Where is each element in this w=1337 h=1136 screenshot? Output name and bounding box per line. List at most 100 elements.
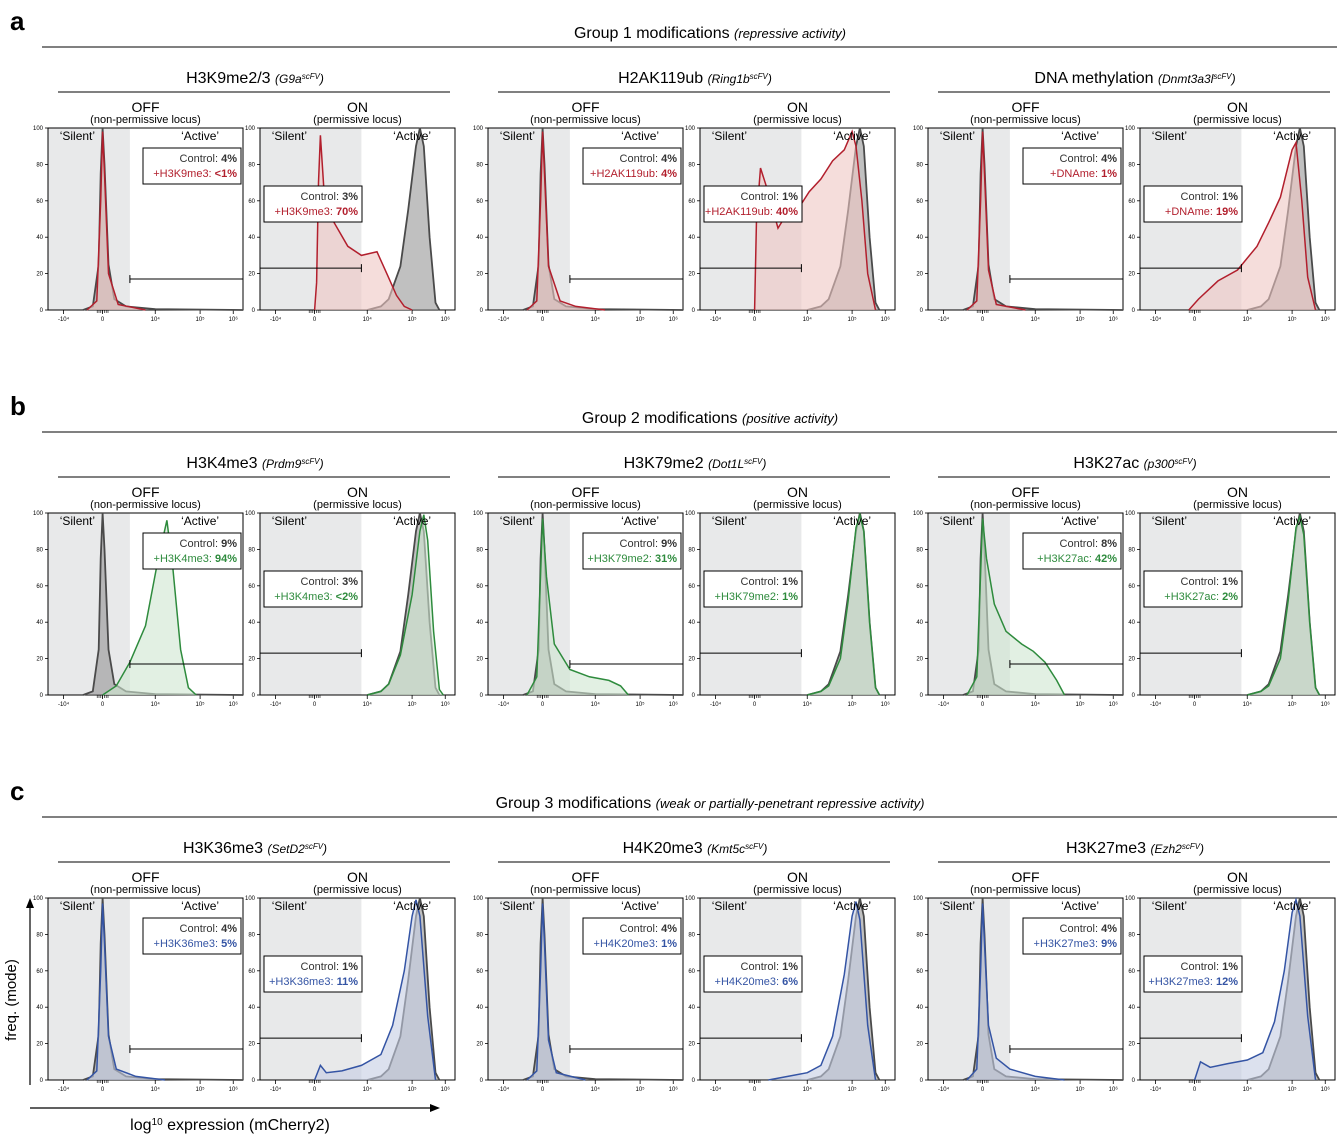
mod-histogram-fill <box>314 135 413 310</box>
x-tick-label: 0 <box>753 702 757 708</box>
y-tick-label: 20 <box>36 657 43 663</box>
mod-stat: +H3K27me3: 9% <box>1034 938 1118 950</box>
x-tick-label: 0 <box>753 317 757 323</box>
mod-stat: +H3K79me2: 1% <box>715 591 799 603</box>
y-tick-label: 80 <box>916 932 923 938</box>
silent-label: ‘Silent’ <box>712 899 747 913</box>
x-tick-label: 0 <box>1193 1087 1197 1093</box>
control-stat: Control: 4% <box>1060 153 1118 165</box>
y-tick-label: 60 <box>688 199 695 205</box>
mod-enzyme-close: ) <box>766 72 772 86</box>
histogram-plot-on: 0 20 40 60 80 100 -10⁴ 0 10⁴ 10⁵ 10⁶ ‘Silent’ ‘Activ… <box>1125 484 1336 708</box>
y-tick-label: 80 <box>36 162 43 168</box>
mod-title: H2AK119ub (Ring1bscFV) <box>618 70 772 87</box>
mod-histogram-line <box>526 903 586 1081</box>
x-tick-label: 10⁶ <box>669 316 679 323</box>
active-label: ‘Active’ <box>181 899 219 913</box>
x-tick-label: 10⁶ <box>1321 316 1331 323</box>
x-tick-label: 10⁶ <box>1109 1086 1119 1093</box>
y-tick-label: 100 <box>245 896 256 902</box>
mod-stat-value: 6% <box>782 976 798 988</box>
off-subtitle: (non-permissive locus) <box>90 114 201 126</box>
off-subtitle: (non-permissive locus) <box>970 114 1081 126</box>
x-tick-label: 0 <box>313 702 317 708</box>
mod-enzyme: (Ezh2 <box>1150 842 1182 856</box>
mod-histogram-fill <box>527 518 629 695</box>
mod-histogram-line <box>526 131 606 311</box>
histogram-plot-off: 0 20 40 60 80 100 -10⁴ 0 10⁴ 10⁵ 10⁶ ‘Silent’ ‘Activ… <box>33 869 244 1093</box>
x-tick-label: 10⁵ <box>636 316 646 323</box>
y-tick-label: 0 <box>480 693 484 699</box>
mod-histogram-fill <box>314 899 436 1080</box>
x-arrow-head <box>430 1104 440 1112</box>
x-tick-label: 10⁴ <box>803 316 813 323</box>
x-tick-label: 10⁶ <box>441 316 451 323</box>
stats-box <box>703 955 803 993</box>
x-tick-label: 10⁵ <box>196 316 206 323</box>
mod-stat: +H3K4me3: 94% <box>154 553 238 565</box>
x-tick-label: 10⁴ <box>591 316 601 323</box>
x-axis-label: log10 expression (mCherry2) <box>130 1117 330 1135</box>
x-tick-label: 10⁶ <box>1109 701 1119 708</box>
mod-enzyme-close: ) <box>321 842 327 856</box>
mod-histogram-line <box>966 903 1065 1081</box>
mod-histogram-fill <box>527 131 605 310</box>
off-subtitle: (non-permissive locus) <box>970 499 1081 511</box>
mod-histogram-line <box>753 129 877 311</box>
y-tick-label: 0 <box>692 693 696 699</box>
y-tick-label: 80 <box>1128 162 1135 168</box>
mod-enzyme-sup: scFV <box>301 457 320 466</box>
y-tick-label: 0 <box>252 1078 256 1084</box>
active-label: ‘Active’ <box>393 514 431 528</box>
silent-label: ‘Silent’ <box>940 899 975 913</box>
y-tick-label: 80 <box>916 547 923 553</box>
y-tick-label: 0 <box>920 1078 924 1084</box>
histogram-plot-off: 0 20 40 60 80 100 -10⁴ 0 10⁴ 10⁵ 10⁶ ‘Silent’ ‘Activ… <box>473 99 684 323</box>
y-tick-label: 20 <box>248 272 255 278</box>
active-label: ‘Active’ <box>1061 514 1099 528</box>
x-tick-label: 0 <box>1193 317 1197 323</box>
x-tick-label: 0 <box>981 702 985 708</box>
x-axis-label-sub: 10 <box>152 1117 164 1128</box>
mod-enzyme-close: ) <box>1191 457 1197 471</box>
x-tick-label: 10⁶ <box>441 701 451 708</box>
mod-histogram-fill <box>1247 516 1320 695</box>
x-tick-label: -10⁴ <box>1150 1086 1162 1093</box>
stats-box <box>1022 532 1122 570</box>
x-tick-label: 10⁴ <box>363 1086 373 1093</box>
x-tick-label: 10⁵ <box>408 1086 418 1093</box>
silent-label: ‘Silent’ <box>1152 514 1187 528</box>
x-tick-label: 10⁵ <box>1288 316 1298 323</box>
y-tick-label: 60 <box>916 969 923 975</box>
control-stat-value: 4% <box>661 923 677 935</box>
y-tick-label: 40 <box>916 1005 923 1011</box>
x-tick-label: 10⁴ <box>591 701 601 708</box>
x-tick-label: 10⁴ <box>1031 316 1041 323</box>
silent-label: ‘Silent’ <box>500 899 535 913</box>
off-title: OFF <box>1012 484 1040 500</box>
x-tick-label: -10⁴ <box>938 1086 950 1093</box>
on-subtitle: (permissive locus) <box>753 114 842 126</box>
mod-histogram-line <box>313 135 413 311</box>
x-tick-label: 10⁵ <box>1076 701 1086 708</box>
y-tick-label: 80 <box>36 547 43 553</box>
mod-enzyme-sup: scFV <box>745 842 764 851</box>
on-subtitle: (permissive locus) <box>313 499 402 511</box>
off-subtitle: (non-permissive locus) <box>530 499 641 511</box>
y-tick-label: 40 <box>916 620 923 626</box>
group-title: Group 3 modifications (weak or partially… <box>496 795 925 812</box>
control-stat: Control: 1% <box>1181 576 1239 588</box>
x-tick-label: 10⁴ <box>1243 1086 1253 1093</box>
x-tick-label: 0 <box>981 1087 985 1093</box>
on-title: ON <box>347 484 368 500</box>
y-tick-label: 60 <box>688 584 695 590</box>
off-title: OFF <box>572 869 600 885</box>
x-tick-label: 10⁵ <box>408 316 418 323</box>
control-stat-value: 3% <box>342 191 358 203</box>
active-label: ‘Active’ <box>621 514 659 528</box>
y-tick-label: 0 <box>692 308 696 314</box>
y-arrow-head <box>26 898 34 908</box>
control-stat-value: 4% <box>1101 923 1117 935</box>
y-tick-label: 0 <box>480 1078 484 1084</box>
